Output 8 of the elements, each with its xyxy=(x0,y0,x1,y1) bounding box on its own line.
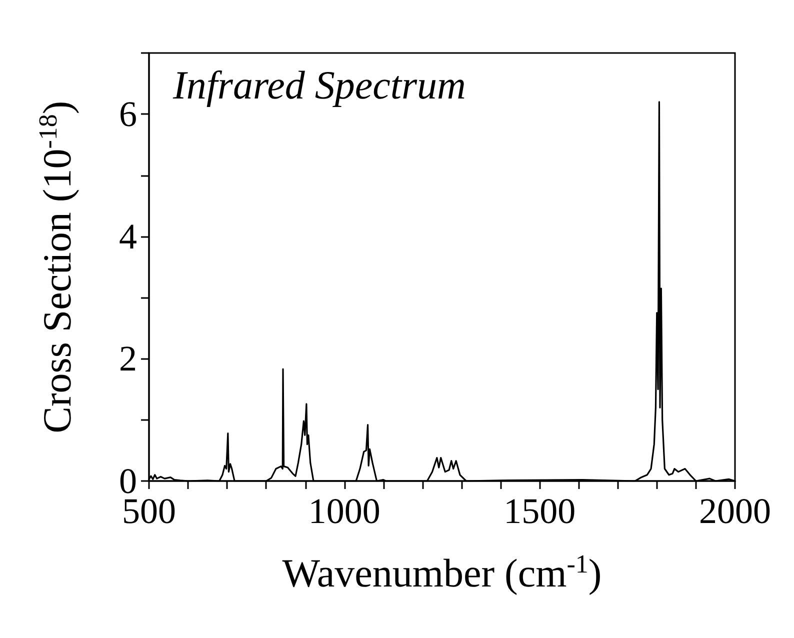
y-tick-label: 6 xyxy=(119,94,137,134)
x-tick-label: 1000 xyxy=(308,491,380,531)
x-tick-label: 2000 xyxy=(699,491,771,531)
chart-title: Infrared Spectrum xyxy=(172,62,466,108)
y-tick-label: 2 xyxy=(119,338,137,379)
y-axis-title: Cross Section (10-18) xyxy=(34,100,80,434)
x-tick-label: 1500 xyxy=(504,491,576,531)
y-tick-label: 4 xyxy=(119,216,137,256)
